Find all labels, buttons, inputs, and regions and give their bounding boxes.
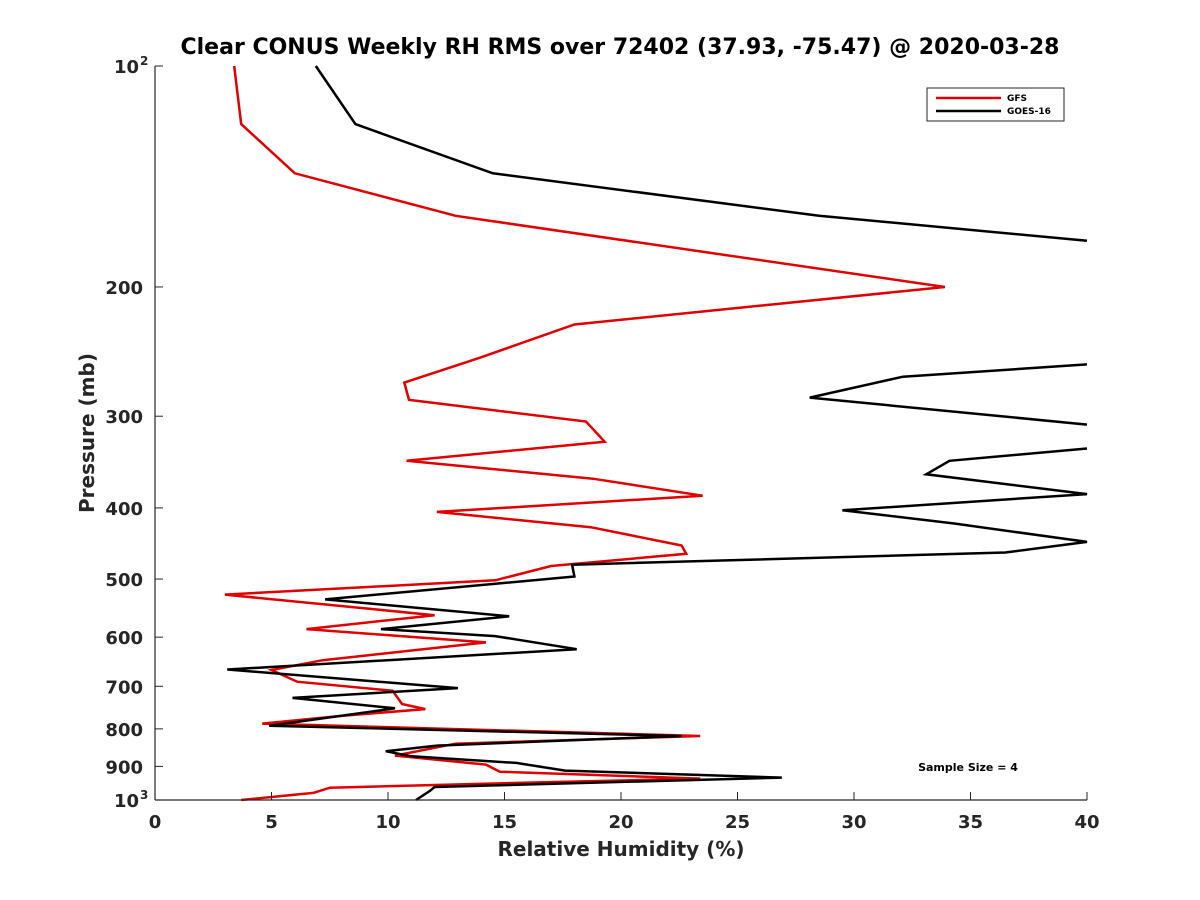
x-tick-label: 30: [841, 812, 866, 833]
y-tick-label: 600: [105, 628, 143, 649]
x-tick-label: 10: [375, 812, 400, 833]
y-tick-label: 300: [105, 407, 143, 428]
x-tick-label: 15: [492, 812, 517, 833]
x-tick-label: 25: [725, 812, 750, 833]
series-line-goes-16: [809, 363, 1088, 426]
sample-size-annotation: Sample Size = 4: [918, 761, 1018, 774]
y-tick-label: 10: [114, 791, 139, 812]
y-tick-label: 500: [105, 570, 143, 591]
axes: [154, 66, 1087, 801]
y-tick-label: 10: [114, 57, 139, 78]
y-tick-exponent: 2: [140, 54, 148, 68]
series-line-goes-16: [314, 65, 1088, 242]
legend-label: GOES-16: [1007, 107, 1051, 117]
x-tick-label: 0: [149, 812, 162, 833]
y-tick-label: 400: [105, 499, 143, 520]
y-tick-label: 800: [105, 720, 143, 741]
x-tick-label: 40: [1074, 812, 1099, 833]
chart-title: Clear CONUS Weekly RH RMS over 72402 (37…: [181, 35, 1060, 60]
series-line-goes-16: [227, 447, 1088, 802]
series-line-gfs: [224, 65, 946, 802]
x-tick-label: 20: [608, 812, 633, 833]
y-tick-label: 700: [105, 677, 143, 698]
x-axis-label: Relative Humidity (%): [497, 837, 744, 861]
y-axis-label: Pressure (mb): [75, 353, 99, 513]
y-tick-label: 200: [105, 278, 143, 299]
legend-label: GFS: [1007, 94, 1027, 104]
legend-box: [926, 87, 1065, 122]
series-layer: [224, 65, 1088, 802]
legend: GFS GOES-16: [926, 87, 1065, 122]
y-tick-exponent: 3: [140, 788, 148, 802]
x-tick-label: 5: [265, 812, 278, 833]
x-tick-label: 35: [958, 812, 983, 833]
x-ticks: 0 5 10 15 20 25 30 35 40: [149, 792, 1100, 833]
y-tick-label: 900: [105, 757, 143, 778]
